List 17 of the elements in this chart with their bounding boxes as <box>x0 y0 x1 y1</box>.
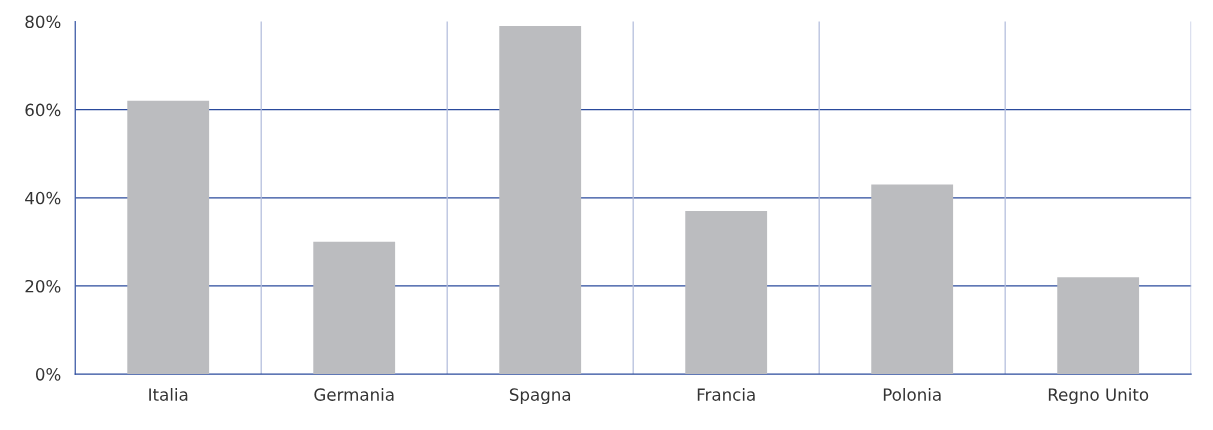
x-tick-label: Regno Unito <box>1048 387 1149 405</box>
y-tick-label: 20% <box>25 279 61 293</box>
y-tick-label: 0% <box>35 368 61 381</box>
x-tick-label: Italia <box>149 387 188 401</box>
bar <box>1057 277 1140 375</box>
y-tick-label: 40% <box>25 191 61 205</box>
bar <box>313 241 396 375</box>
y-tick-label: 80% <box>25 15 61 29</box>
x-tick-label: Germania <box>314 387 394 401</box>
x-tick-label: Polonia <box>883 387 941 401</box>
bar <box>871 184 954 375</box>
bar <box>499 25 582 375</box>
x-tick-label: Francia <box>697 387 755 401</box>
y-tick-label: 60% <box>25 103 61 117</box>
bar <box>685 211 768 375</box>
x-tick-label: Spagna <box>509 388 571 405</box>
bar <box>127 100 210 375</box>
